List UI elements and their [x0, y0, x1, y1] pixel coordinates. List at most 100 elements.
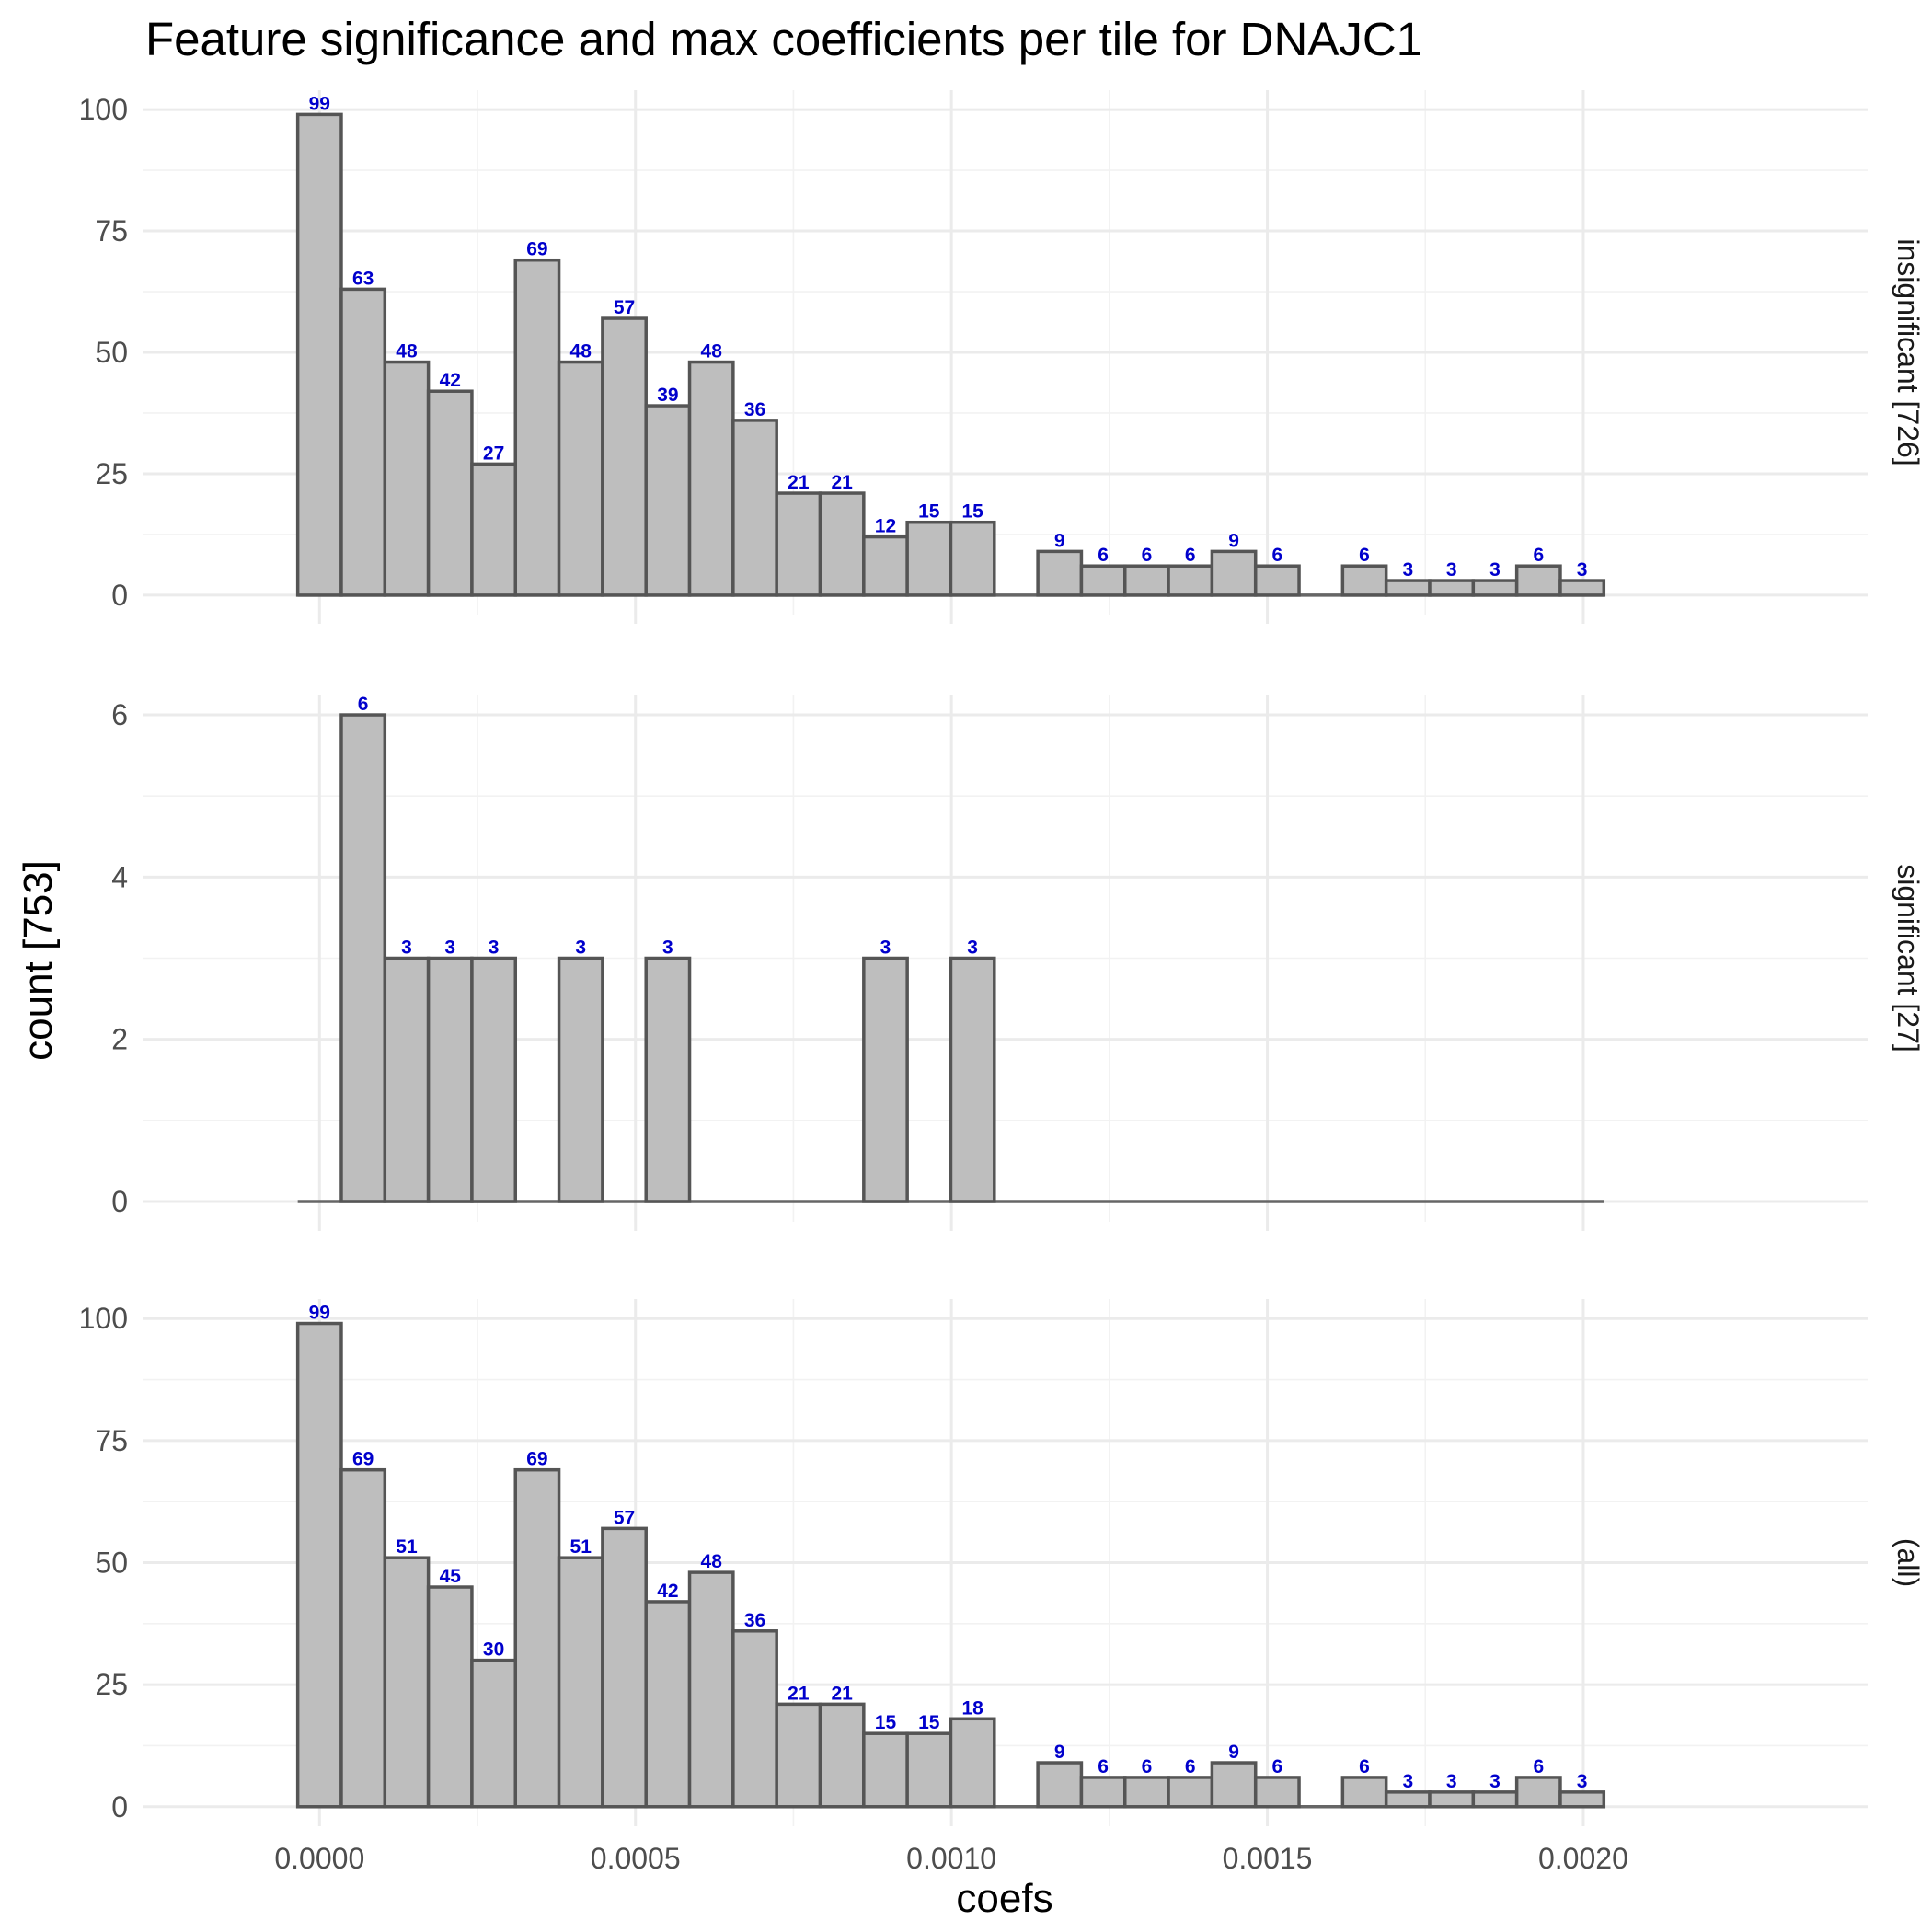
histogram-bar	[1340, 1776, 1388, 1809]
bar-count-label: 6	[1359, 545, 1370, 566]
y-tick-label: 100	[79, 93, 128, 126]
histogram-bar	[775, 491, 822, 597]
y-tick-label: 6	[111, 698, 128, 731]
bar-count-label: 21	[831, 1683, 853, 1704]
histogram-bar	[1167, 1776, 1214, 1809]
bar-count-label: 6	[1359, 1756, 1370, 1777]
bar-count-label: 99	[309, 1303, 330, 1324]
y-tick-label: 4	[111, 860, 128, 893]
bar-count-label: 6	[1272, 545, 1283, 566]
histogram-bar	[1167, 564, 1214, 597]
histogram-bar	[557, 1556, 604, 1809]
y-tick-label: 100	[79, 1302, 128, 1335]
bar-count-label: 6	[1142, 545, 1153, 566]
histogram-bar	[513, 1467, 561, 1809]
facet-strip-label: insignificant [726]	[1892, 238, 1925, 466]
histogram-bar	[557, 956, 604, 1203]
histogram-bar	[426, 389, 474, 597]
bar-count-label: 36	[744, 1610, 765, 1631]
bar-count-label: 3	[1446, 1771, 1457, 1792]
bar-count-label: 6	[1533, 545, 1544, 566]
histogram-bar	[383, 956, 431, 1203]
bar-count-label: 48	[570, 341, 592, 362]
histogram-bar	[295, 1321, 343, 1809]
histogram-bar	[470, 1658, 518, 1809]
bar-count-label: 3	[1402, 1771, 1413, 1792]
bar-count-label: 6	[1185, 1756, 1196, 1777]
bar-count-label: 3	[1402, 559, 1413, 581]
histogram-bar	[1384, 1790, 1432, 1809]
histogram-bar	[687, 360, 735, 597]
facet-strip-label: significant [27]	[1892, 864, 1925, 1052]
y-tick-label: 25	[95, 1668, 128, 1701]
histogram-bar	[905, 520, 953, 597]
bar-count-label: 51	[396, 1536, 418, 1558]
bar-count-label: 15	[918, 1712, 940, 1733]
histogram-bar	[295, 112, 343, 597]
y-tick-label: 50	[95, 1547, 128, 1580]
bar-count-label: 42	[440, 370, 461, 391]
bar-count-label: 63	[352, 268, 374, 289]
histogram-bar	[731, 1629, 778, 1809]
bar-count-label: 51	[570, 1536, 592, 1558]
histogram-bar	[687, 1570, 735, 1809]
histogram-bar	[1558, 579, 1606, 597]
bar-count-label: 42	[657, 1581, 678, 1602]
histogram-bar	[1428, 579, 1476, 597]
histogram-bar	[949, 956, 996, 1203]
y-tick-label: 75	[95, 214, 128, 247]
bar-count-label: 45	[440, 1566, 462, 1587]
bar-count-label: 9	[1228, 530, 1239, 551]
bar-count-label: 57	[614, 297, 635, 318]
facet-panel: 0 2 4 6 6 3 3 3 3 3 3 3 significant [27]	[111, 694, 1925, 1231]
bar-count-label: 27	[483, 443, 504, 464]
histogram-bar	[644, 1600, 692, 1809]
bar-count-label: 15	[961, 501, 983, 523]
bar-count-label: 9	[1054, 530, 1065, 551]
histogram-bar	[644, 404, 692, 597]
bar-count-label: 3	[575, 937, 586, 959]
histogram-bar	[818, 1702, 866, 1809]
bar-count-label: 39	[657, 385, 678, 406]
bar-count-label: 21	[831, 472, 853, 493]
x-tick-label: 0.0005	[591, 1842, 681, 1875]
bar-count-label: 3	[662, 937, 673, 959]
histogram-bar	[1253, 564, 1301, 597]
bar-count-label: 3	[967, 937, 978, 959]
histogram-bar	[775, 1702, 822, 1809]
bar-count-label: 6	[1098, 545, 1109, 566]
histogram-bar	[339, 287, 387, 597]
histogram-bar	[731, 419, 778, 597]
bar-count-label: 3	[489, 937, 500, 959]
histogram-bar	[339, 713, 387, 1203]
y-tick-label: 0	[111, 1790, 128, 1823]
histogram-bar	[1210, 549, 1258, 597]
bar-count-label: 48	[701, 341, 723, 362]
histogram-bar	[862, 956, 909, 1203]
bar-count-label: 3	[1577, 1771, 1588, 1792]
bar-count-label: 3	[1446, 559, 1457, 581]
bar-count-label: 15	[918, 501, 940, 523]
histogram-bar	[426, 1585, 474, 1809]
bar-count-label: 21	[788, 472, 810, 493]
histogram-bar	[1514, 564, 1562, 597]
bar-count-label: 6	[1533, 1756, 1544, 1777]
histogram-bar	[513, 258, 561, 597]
bar-count-label: 9	[1228, 1742, 1239, 1763]
bar-count-label: 6	[358, 694, 369, 715]
bar-count-label: 6	[1272, 1756, 1283, 1777]
histogram-bar	[1036, 549, 1084, 597]
x-tick-label: 0.0010	[906, 1842, 996, 1875]
bar-count-label: 15	[875, 1712, 897, 1733]
bar-count-label: 3	[1577, 559, 1588, 581]
y-tick-label: 0	[111, 1185, 128, 1218]
histogram-bar	[862, 1731, 909, 1809]
bar-count-label: 3	[1489, 559, 1501, 581]
histogram-bar	[1123, 564, 1170, 597]
histogram-bar	[557, 360, 604, 597]
x-tick-label: 0.0015	[1223, 1842, 1313, 1875]
bar-count-label: 48	[701, 1551, 723, 1572]
